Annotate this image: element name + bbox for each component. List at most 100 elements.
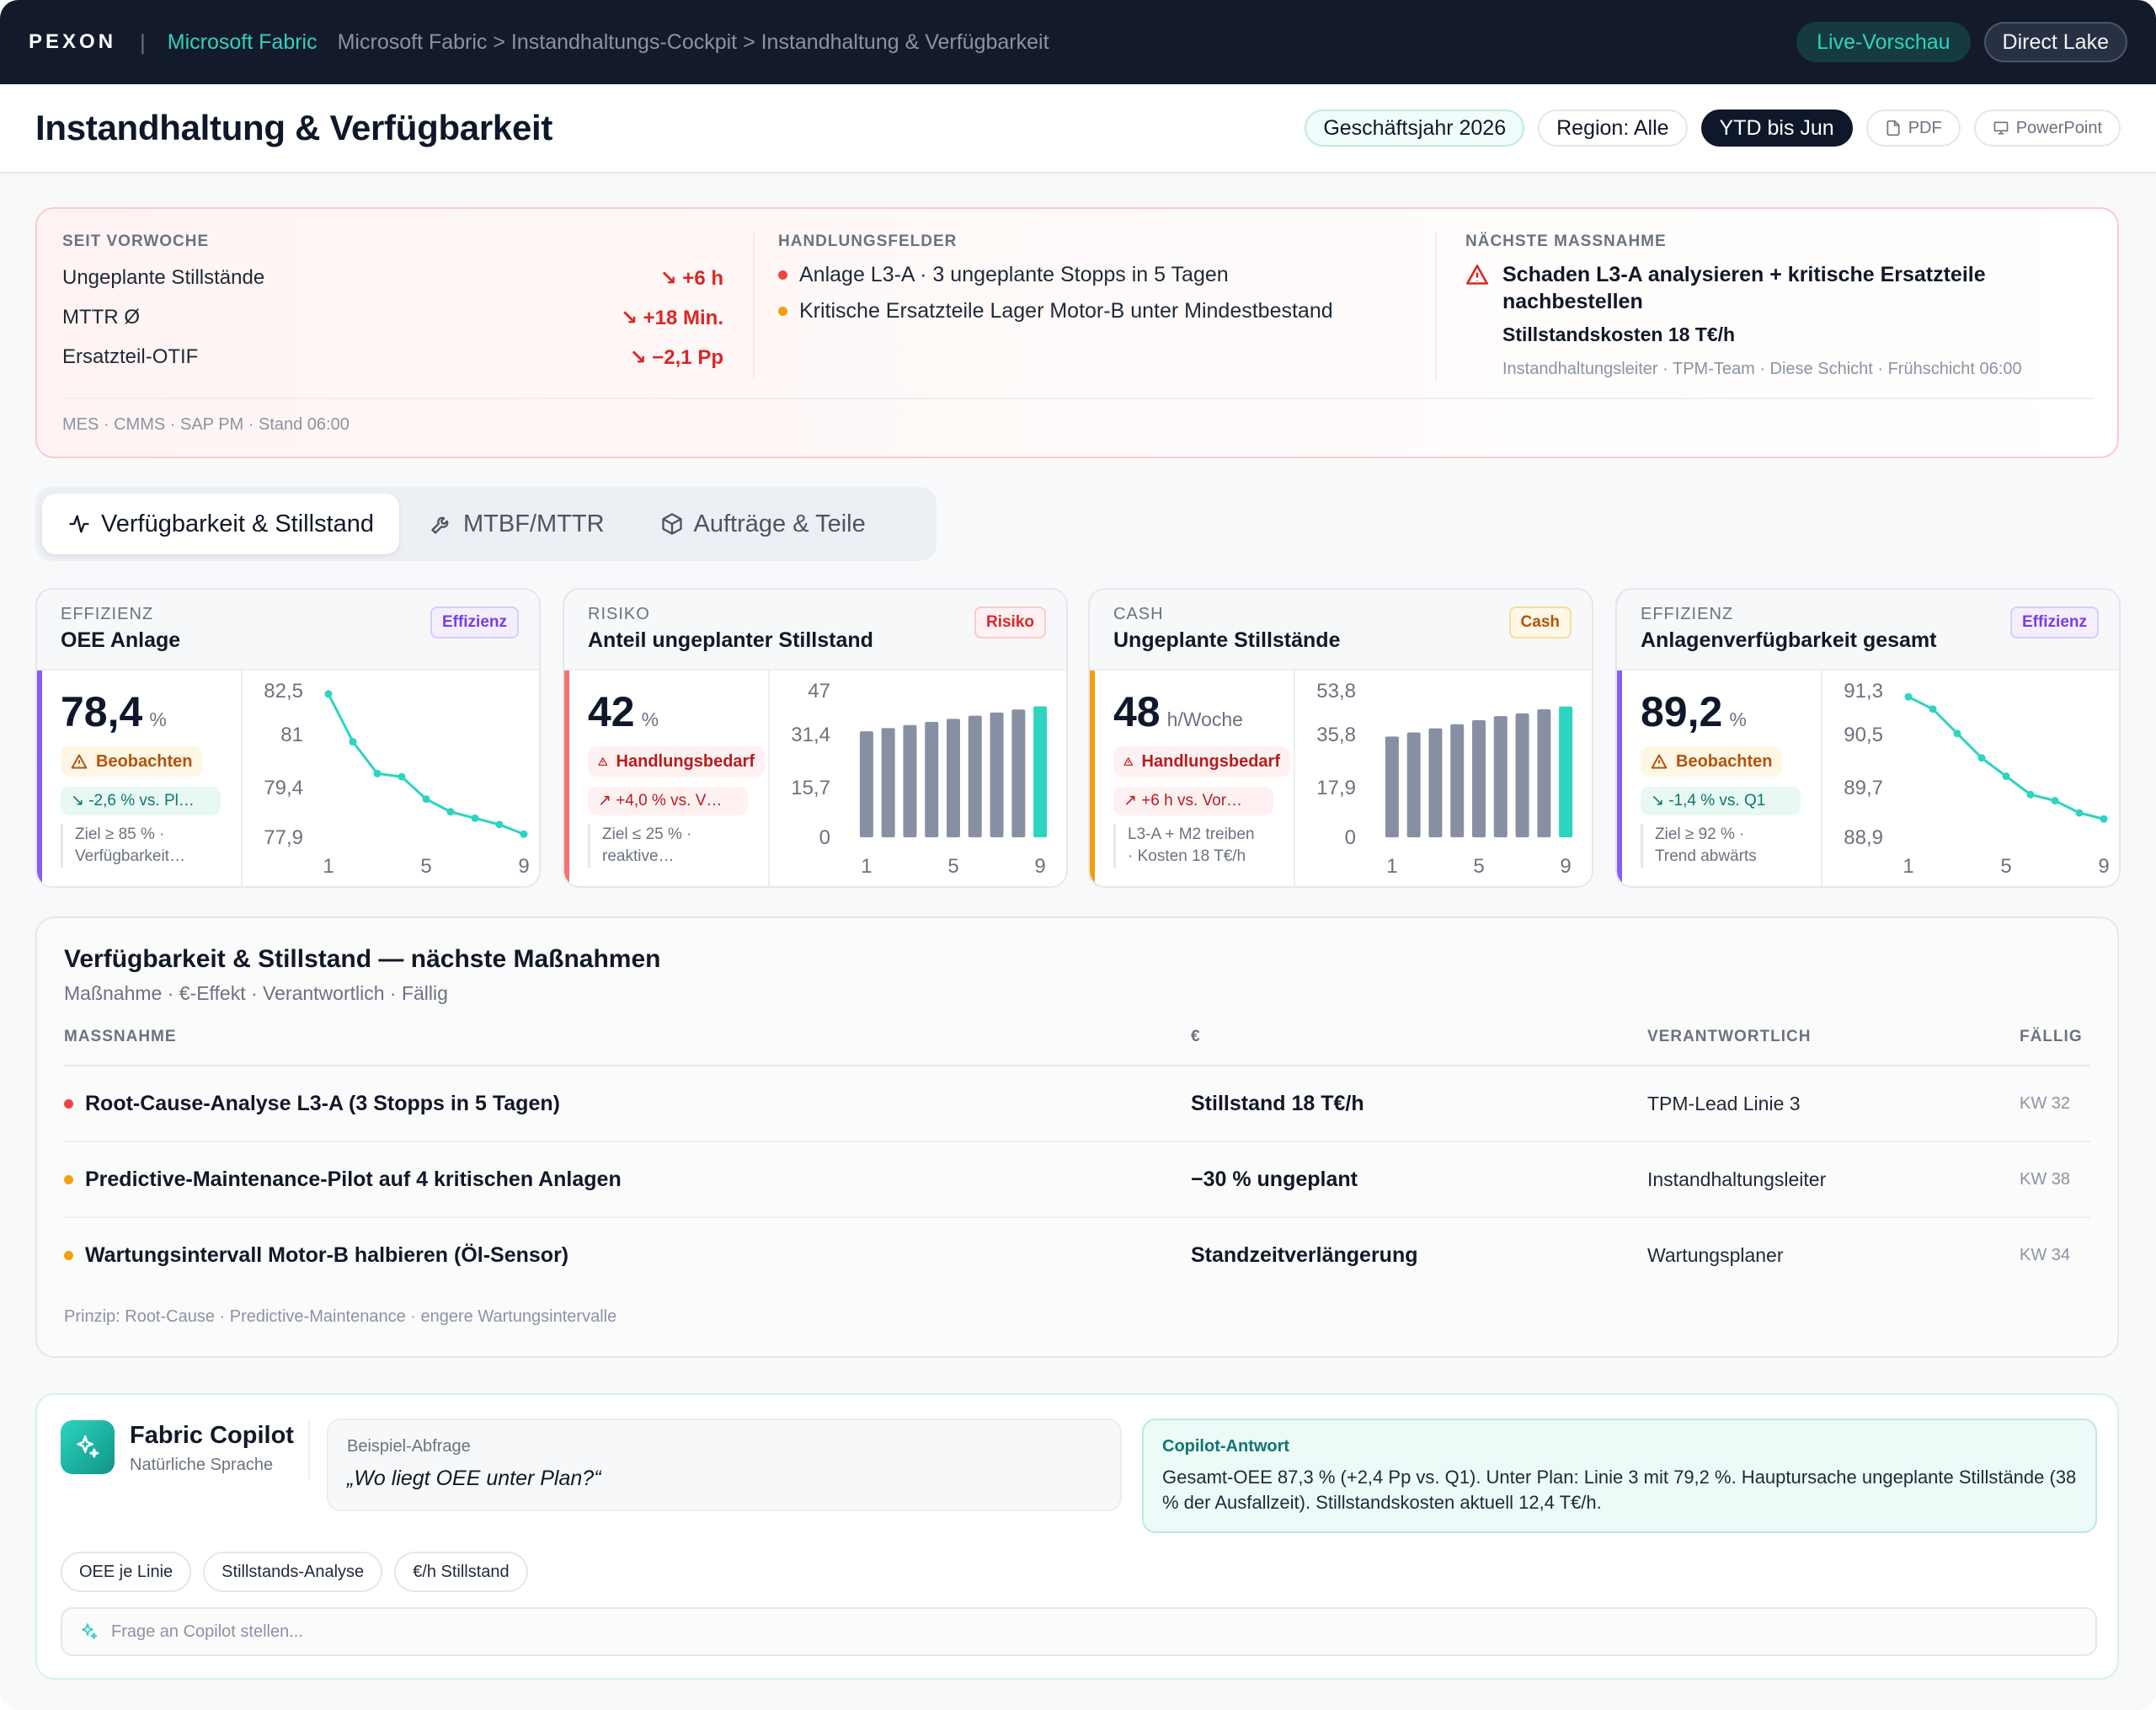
fiscal-year-filter[interactable]: Geschäftsjahr 2026 <box>1305 110 1525 147</box>
kpi-summary: 42% Handlungsbedarf ↗ +4,0 % vs. V… Ziel… <box>588 687 766 868</box>
trend-line <box>1908 695 2105 820</box>
due-cell: KW 32 <box>2020 1093 2071 1113</box>
action-field-item: Kritische Ersatzteile Lager Motor-B unte… <box>778 299 1333 323</box>
bar <box>859 731 873 837</box>
kpi-header: EFFIZIENZ Anlagenverfügbarkeit gesamt Ef… <box>1617 590 2119 671</box>
suggestion-chip-downtime[interactable]: Stillstands-Analyse <box>203 1552 383 1592</box>
kpi-card-unplanned-downtime[interactable]: CASH Ungeplante Stillstände Cash 48 h/Woc… <box>1088 588 1593 888</box>
column-header-euro[interactable]: € <box>1191 1028 1201 1045</box>
kpi-target-note: Ziel ≥ 92 % · Trend abwärts <box>1641 824 1784 868</box>
divider <box>64 1065 2090 1066</box>
kpi-delta: ↗ +4,0 % vs. V… <box>588 787 748 815</box>
copilot-input[interactable]: Frage an Copilot stellen... <box>61 1607 2097 1656</box>
page-header: Instandhaltung & Verfügbarkeit Geschäfts… <box>0 84 2156 174</box>
data-point <box>398 772 406 781</box>
kpi-header: CASH Ungeplante Stillstände Cash <box>1090 590 1592 671</box>
status-text: Beobachten <box>1676 751 1773 771</box>
data-point <box>1929 705 1937 713</box>
action-field-item: Anlage L3-A · 3 ungeplante Stopps in 5 T… <box>778 263 1333 287</box>
product-link[interactable]: Microsoft Fabric <box>167 29 318 54</box>
euro-effect-cell: Standzeitverlängerung <box>1191 1242 1418 1267</box>
tab-availability[interactable]: Verfügbarkeit & Stillstand <box>42 494 400 554</box>
warning-icon <box>598 757 608 766</box>
metric-row: MTTR Ø ↘ +18 Min. <box>62 306 723 330</box>
data-point <box>1953 729 1961 738</box>
kpi-tag: Effizienz <box>430 607 519 639</box>
data-point <box>495 820 504 829</box>
pdf-export-button[interactable]: PDF <box>1865 110 1961 147</box>
live-preview-badge[interactable]: Live-Vorschau <box>1796 22 1971 62</box>
powerpoint-label: PowerPoint <box>2015 119 2102 137</box>
metric-value: ↘ +6 h <box>659 267 723 290</box>
activity-icon <box>69 515 89 533</box>
table-row[interactable]: Predictive-Maintenance-Pilot auf 4 kriti… <box>64 1142 2090 1218</box>
powerpoint-export-button[interactable]: PowerPoint <box>1973 110 2121 147</box>
period-filter[interactable]: YTD bis Jun <box>1700 110 1853 147</box>
action-field-text: Kritische Ersatzteile Lager Motor-B unte… <box>799 299 1333 323</box>
y-tick-label: 53,8 <box>1316 680 1356 703</box>
metric-label: MTTR Ø <box>62 306 140 329</box>
measure-text: Root-Cause-Analyse L3-A (3 Stopps in 5 T… <box>85 1091 560 1115</box>
kpi-number: 48 <box>1113 688 1161 735</box>
x-tick-label: 5 <box>1473 855 1484 878</box>
column-header-owner[interactable]: VERANTWORTLICH <box>1647 1028 1812 1045</box>
kpi-target-note: Ziel ≤ 25 % · reaktive… <box>588 824 731 868</box>
breadcrumb[interactable]: Microsoft Fabric > Instandhaltungs-Cockp… <box>337 29 1049 54</box>
suggestion-chip-cost[interactable]: €/h Stillstand <box>394 1552 528 1592</box>
page-title: Instandhaltung & Verfügbarkeit <box>35 108 553 147</box>
column-header-measure[interactable]: MASSNAHME <box>64 1028 177 1045</box>
status-text: Handlungsbedarf <box>616 751 755 771</box>
euro-effect-cell: Stillstand 18 T€/h <box>1191 1091 1364 1115</box>
next-action-column: NÄCHSTE MASSNAHME Schaden L3-A analysier… <box>1465 232 2089 379</box>
kpi-summary: 89,2% Beobachten ↘ -1,4 % vs. Q1 Ziel ≥ … <box>1641 687 1819 868</box>
unplanned-share-chart: 47 31,4 15,7 0 1 5 9 <box>791 680 1048 878</box>
kpi-number: 89,2 <box>1641 688 1723 735</box>
copilot-sparkle-icon <box>61 1420 115 1474</box>
copilot-panel: Fabric Copilot Natürliche Sprache Beispi… <box>35 1393 2119 1680</box>
kpi-card-oee[interactable]: EFFIZIENZ OEE Anlage Effizienz 78,4% Beo… <box>35 588 541 888</box>
kpi-header: EFFIZIENZ OEE Anlage Effizienz <box>37 590 539 671</box>
metric-row: Ungeplante Stillstände ↘ +6 h <box>62 266 723 291</box>
example-query-box[interactable]: Beispiel-Abfrage „Wo liegt OEE unter Pla… <box>327 1419 1122 1511</box>
divider <box>768 671 770 886</box>
column-divider <box>753 232 755 381</box>
kpi-value: 78,4% <box>61 687 239 736</box>
kpi-card-availability[interactable]: EFFIZIENZ Anlagenverfügbarkeit gesamt Ef… <box>1615 588 2121 888</box>
bar <box>1493 716 1508 837</box>
x-tick-label: 1 <box>323 855 334 878</box>
copilot-input-placeholder: Frage an Copilot stellen... <box>111 1622 303 1641</box>
x-tick-label: 1 <box>1903 855 1913 878</box>
card-accent <box>1617 590 1622 886</box>
data-point <box>1977 754 1986 762</box>
bar <box>1428 728 1443 837</box>
next-action-meta: Instandhaltungsleiter · TPM-Team · Diese… <box>1502 360 2022 378</box>
bar <box>1450 724 1465 837</box>
table-row[interactable]: Root-Cause-Analyse L3-A (3 Stopps in 5 T… <box>64 1066 2090 1142</box>
tab-mtbf-mttr[interactable]: MTBF/MTTR <box>404 494 630 554</box>
x-tick-label: 1 <box>1386 855 1397 878</box>
kpi-value: 89,2% <box>1641 687 1819 736</box>
data-point <box>2002 772 2010 780</box>
metric-value: ↘ −2,1 Pp <box>629 346 724 369</box>
tab-label: MTBF/MTTR <box>463 510 605 537</box>
tab-orders-parts[interactable]: Aufträge & Teile <box>635 494 891 554</box>
kpi-delta: ↗ +6 h vs. Vor… <box>1113 787 1273 815</box>
bar <box>1385 736 1399 837</box>
wrench-icon <box>431 516 449 534</box>
bar <box>1033 706 1048 837</box>
kpi-card-unplanned-share[interactable]: RISIKO Anteil ungeplanter Stillstand Ris… <box>563 588 1068 888</box>
direct-lake-badge[interactable]: Direct Lake <box>1983 22 2127 62</box>
bar <box>881 728 895 837</box>
metric-row: Ersatzteil-OTIF ↘ −2,1 Pp <box>62 345 723 370</box>
region-filter[interactable]: Region: Alle <box>1538 110 1688 147</box>
table-row[interactable]: Wartungsintervall Motor-B halbieren (Öl-… <box>64 1218 2090 1294</box>
bar <box>1011 709 1026 837</box>
x-tick-label: 9 <box>2098 855 2109 878</box>
data-sources: MES · CMMS · SAP PM · Stand 06:00 <box>62 415 350 434</box>
column-header-due[interactable]: FÄLLIG <box>2020 1028 2083 1045</box>
next-action-title: Schaden L3-A analysieren + kritische Ers… <box>1465 261 2089 315</box>
downtime-cost: Stillstandskosten 18 T€/h <box>1502 323 1736 345</box>
suggestion-chip-oee[interactable]: OEE je Linie <box>61 1552 192 1592</box>
status-dot <box>778 270 787 280</box>
